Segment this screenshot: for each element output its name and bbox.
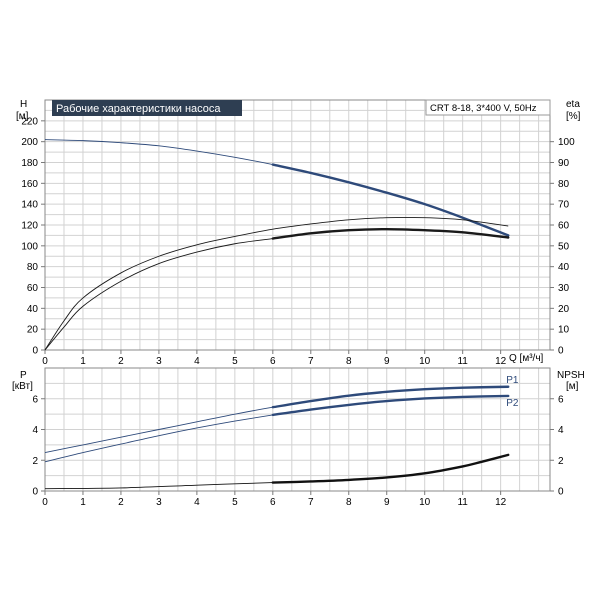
top-x-tick-label: 8 bbox=[346, 356, 352, 367]
top-series-0-line bbox=[45, 140, 508, 236]
top-x-tick-label: 5 bbox=[232, 356, 238, 367]
bottom-x-tick-label: 4 bbox=[194, 497, 200, 508]
bottom-left-axis-title: P bbox=[20, 370, 27, 381]
bottom-y2-tick-label: 0 bbox=[558, 487, 564, 498]
top-y2-tick-label: 70 bbox=[558, 200, 570, 211]
top-y2-tick-label: 90 bbox=[558, 158, 570, 169]
top-y-tick-label: 180 bbox=[21, 158, 38, 169]
bottom-x-tick-label: 2 bbox=[118, 497, 124, 508]
top-x-tick-label: 11 bbox=[457, 356, 468, 367]
bottom-x-tick-label: 9 bbox=[384, 497, 390, 508]
top-x-tick-label: 4 bbox=[194, 356, 200, 367]
bottom-y2-tick-label: 2 bbox=[558, 456, 564, 467]
top-y2-tick-label: 20 bbox=[558, 304, 570, 315]
top-x-tick-label: 0 bbox=[42, 356, 48, 367]
top-y-tick-label: 60 bbox=[27, 283, 39, 294]
bottom-x-tick-label: 12 bbox=[495, 497, 507, 508]
top-x-tick-label: 7 bbox=[308, 356, 314, 367]
top-y-tick-label: 120 bbox=[21, 221, 38, 232]
top-x-tick-label: 10 bbox=[419, 356, 431, 367]
bottom-series-2-duty-range bbox=[273, 455, 508, 483]
top-x-tick-label: 6 bbox=[270, 356, 276, 367]
top-y2-tick-label: 40 bbox=[558, 262, 570, 273]
bottom-y2-tick-label: 6 bbox=[558, 394, 564, 405]
bottom-right-axis-unit: [м] bbox=[566, 381, 579, 392]
bottom-x-tick-label: 6 bbox=[270, 497, 276, 508]
bottom-series-name-label: P2 bbox=[506, 398, 519, 409]
bottom-right-axis-title: NPSH bbox=[557, 370, 585, 381]
bottom-x-tick-label: 7 bbox=[308, 497, 314, 508]
top-y2-tick-label: 50 bbox=[558, 241, 570, 252]
top-y-tick-label: 40 bbox=[27, 304, 39, 315]
top-y2-tick-label: 30 bbox=[558, 283, 570, 294]
chart-title: Рабочие характеристики насоса bbox=[56, 103, 221, 115]
bottom-x-tick-label: 0 bbox=[42, 497, 48, 508]
top-x-tick-label: 3 bbox=[156, 356, 162, 367]
top-x-tick-label: 1 bbox=[80, 356, 86, 367]
top-series-2-duty-range bbox=[273, 229, 508, 238]
top-y2-tick-label: 0 bbox=[558, 346, 564, 357]
top-y-tick-label: 80 bbox=[27, 262, 39, 273]
bottom-y-tick-label: 2 bbox=[32, 456, 38, 467]
top-y-tick-label: 200 bbox=[21, 137, 38, 148]
top-y2-tick-label: 10 bbox=[558, 325, 570, 336]
top-y2-tick-label: 100 bbox=[558, 137, 575, 148]
top-x-tick-label: 9 bbox=[384, 356, 390, 367]
bottom-x-tick-label: 8 bbox=[346, 497, 352, 508]
bottom-x-tick-label: 10 bbox=[419, 497, 431, 508]
bottom-y-tick-label: 4 bbox=[32, 425, 38, 436]
top-right-axis-unit: [%] bbox=[566, 111, 581, 122]
bottom-x-tick-label: 3 bbox=[156, 497, 162, 508]
top-y2-tick-label: 80 bbox=[558, 179, 570, 190]
top-y-tick-label: 100 bbox=[21, 241, 38, 252]
bottom-series-name-label: P1 bbox=[506, 375, 519, 386]
top-y2-tick-label: 60 bbox=[558, 221, 570, 232]
bottom-x-tick-label: 1 bbox=[80, 497, 86, 508]
bottom-y-tick-label: 0 bbox=[32, 487, 38, 498]
top-y-tick-label: 0 bbox=[32, 346, 38, 357]
bottom-y2-tick-label: 4 bbox=[558, 425, 564, 436]
top-y-tick-label: 20 bbox=[27, 325, 39, 336]
top-y-tick-label: 140 bbox=[21, 200, 38, 211]
top-series-2-line bbox=[45, 229, 508, 350]
top-y-tick-label: 160 bbox=[21, 179, 38, 190]
bottom-x-tick-label: 5 bbox=[232, 497, 238, 508]
top-left-axis-title: H bbox=[20, 99, 27, 110]
top-x-axis-label: Q [м³/ч] bbox=[509, 353, 544, 364]
top-x-tick-label: 12 bbox=[495, 356, 507, 367]
top-x-tick-label: 2 bbox=[118, 356, 124, 367]
top-left-axis-unit: [м] bbox=[16, 111, 29, 122]
bottom-left-axis-unit: [кВт] bbox=[12, 381, 33, 392]
top-right-axis-title: eta bbox=[566, 99, 580, 110]
bottom-x-tick-label: 11 bbox=[457, 497, 468, 508]
model-label: CRT 8-18, 3*400 V, 50Hz bbox=[430, 103, 537, 114]
bottom-y-tick-label: 6 bbox=[32, 394, 38, 405]
